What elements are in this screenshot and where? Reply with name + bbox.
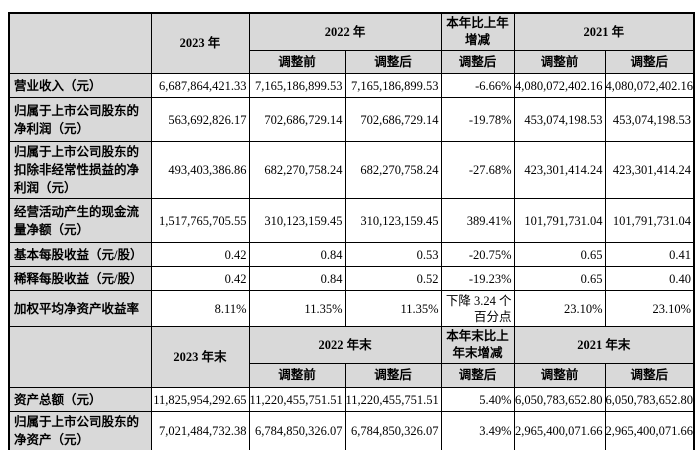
cell-value: 4,080,072,402.16 (513, 73, 606, 98)
cell-value: 0.53 (344, 242, 442, 267)
cell-value: 101,791,731.04 (513, 198, 606, 243)
cell-value: 6,784,850,326.07 (344, 411, 442, 450)
cell-value: 11,220,455,751.51 (344, 387, 442, 412)
subheader-2021-adjust-before: 调整前 (513, 50, 606, 74)
table-row-operating-cash-flow: 经营活动产生的现金流量净额（元） 1,517,765,705.55 310,12… (8, 198, 695, 243)
table-row-revenue: 营业收入（元） 6,687,864,421.33 7,165,186,899.5… (8, 73, 695, 98)
cell-value: 0.65 (513, 242, 606, 267)
cell-value: 563,692,826.17 (150, 97, 250, 142)
cell-value: 6,050,783,652.80 (604, 387, 695, 412)
cell-value: 2,965,400,071.66 (604, 411, 695, 450)
cell-value: 0.84 (248, 266, 346, 291)
cell-value: 423,301,414.24 (604, 141, 695, 199)
header-year-2023: 2023 年 (150, 12, 250, 74)
table-row-weighted-avg-roe: 加权平均净资产收益率 8.11% 11.35% 11.35% 下降 3.24 个… (8, 290, 695, 327)
cell-value: 0.41 (604, 242, 695, 267)
table-row-basic-eps: 基本每股收益（元/股） 0.42 0.84 0.53 -20.75% 0.65 … (8, 242, 695, 267)
cell-value: 3.49% (440, 411, 515, 450)
header-year-end-2021: 2021 年末 (513, 326, 695, 364)
header-yoy-change: 本年比上年增减 (440, 12, 515, 51)
cell-value: 6,687,864,421.33 (150, 73, 250, 98)
header-year-end-2022: 2022 年末 (248, 326, 442, 364)
cell-value: 493,403,386.86 (150, 141, 250, 199)
cell-value: 7,021,484,732.38 (150, 411, 250, 450)
cell-value: 6,050,783,652.80 (513, 387, 606, 412)
subheader-2021end-adjust-before: 调整前 (513, 363, 606, 388)
table-row-diluted-eps: 稀释每股收益（元/股） 0.42 0.84 0.52 -19.23% 0.65 … (8, 266, 695, 291)
subheader-2021end-adjust-after: 调整后 (604, 363, 695, 388)
corner-cell (8, 326, 152, 388)
cell-value: -27.68% (440, 141, 515, 199)
header-year-2022: 2022 年 (248, 12, 442, 51)
header-year-end-change: 本年末比上年末增减 (440, 326, 515, 364)
cell-value: 0.52 (344, 266, 442, 291)
section1-header-row-adjust: 调整前 调整后 调整后 调整前 调整后 (9, 50, 695, 74)
subheader-change-adjust-after: 调整后 (440, 50, 515, 74)
subheader-endchange-adjust-after: 调整后 (440, 363, 515, 388)
cell-value: 702,686,729.14 (344, 97, 442, 142)
subheader-2022end-adjust-before: 调整前 (248, 363, 346, 388)
cell-value: 682,270,758.24 (248, 141, 346, 199)
cell-value: 11.35% (344, 290, 442, 327)
cell-value: 0.84 (248, 242, 346, 267)
cell-value: 0.42 (150, 266, 250, 291)
header-year-end-2023: 2023 年末 (150, 326, 250, 388)
cell-value: -20.75% (440, 242, 515, 267)
header-year-2021: 2021 年 (513, 12, 695, 51)
cell-value: 0.65 (513, 266, 606, 291)
table-row-net-assets: 归属于上市公司股东的净资产（元） 7,021,484,732.38 6,784,… (8, 411, 695, 450)
cell-value: 310,123,159.45 (248, 198, 346, 243)
subheader-2022-adjust-after: 调整后 (344, 50, 442, 74)
cell-value: 11,825,954,292.65 (150, 387, 250, 412)
financial-summary-table: 2023 年 2022 年 本年比上年增减 2021 年 调整前 调整后 调整后… (8, 12, 696, 450)
row-label: 资产总额（元） (8, 387, 152, 412)
cell-value: 5.40% (440, 387, 515, 412)
subheader-2021-adjust-after: 调整后 (604, 50, 695, 74)
cell-value: 1,517,765,705.55 (150, 198, 250, 243)
cell-value: 101,791,731.04 (604, 198, 695, 243)
cell-value: -19.23% (440, 266, 515, 291)
cell-value: 7,165,186,899.53 (344, 73, 442, 98)
subheader-2022-adjust-before: 调整前 (248, 50, 346, 74)
table-row-net-profit: 归属于上市公司股东的净利润（元） 563,692,826.17 702,686,… (8, 97, 695, 142)
cell-value: 6,784,850,326.07 (248, 411, 346, 450)
row-label: 经营活动产生的现金流量净额（元） (8, 198, 152, 243)
cell-value: 702,686,729.14 (248, 97, 346, 142)
section1-header-row-years: 2023 年 2022 年 本年比上年增减 2021 年 (8, 12, 695, 74)
cell-value: 7,165,186,899.53 (248, 73, 346, 98)
row-label: 归属于上市公司股东的净资产（元） (8, 411, 152, 450)
cell-value: 453,074,198.53 (604, 97, 695, 142)
row-label: 归属于上市公司股东的净利润（元） (8, 97, 152, 142)
cell-value: 8.11% (150, 290, 250, 327)
cell-value: 310,123,159.45 (344, 198, 442, 243)
cell-value: 2,965,400,071.66 (513, 411, 606, 450)
row-label: 稀释每股收益（元/股） (8, 266, 152, 291)
cell-value: 下降 3.24 个百分点 (440, 290, 515, 327)
cell-value: 0.42 (150, 242, 250, 267)
cell-value: -6.66% (440, 73, 515, 98)
cell-value: 4,080,072,402.16 (604, 73, 695, 98)
cell-value: 389.41% (440, 198, 515, 243)
section2-header-row-years: 2023 年末 2022 年末 本年末比上年末增减 2021 年末 (8, 326, 695, 388)
row-label: 基本每股收益（元/股） (8, 242, 152, 267)
cell-value: 682,270,758.24 (344, 141, 442, 199)
row-label: 加权平均净资产收益率 (8, 290, 152, 327)
cell-value: 23.10% (513, 290, 606, 327)
cell-value: 11.35% (248, 290, 346, 327)
subheader-2022end-adjust-after: 调整后 (344, 363, 442, 388)
table-row-total-assets: 资产总额（元） 11,825,954,292.65 11,220,455,751… (8, 387, 695, 412)
cell-value: 11,220,455,751.51 (248, 387, 346, 412)
cell-value: 453,074,198.53 (513, 97, 606, 142)
table-row-net-profit-deducted: 归属于上市公司股东的扣除非经常性损益的净利润（元） 493,403,386.86… (8, 141, 695, 199)
cell-value: 423,301,414.24 (513, 141, 606, 199)
corner-cell (8, 12, 152, 74)
cell-value: 23.10% (604, 290, 695, 327)
row-label: 营业收入（元） (8, 73, 152, 98)
cell-value: 0.40 (604, 266, 695, 291)
cell-value: -19.78% (440, 97, 515, 142)
row-label: 归属于上市公司股东的扣除非经常性损益的净利润（元） (8, 141, 152, 199)
